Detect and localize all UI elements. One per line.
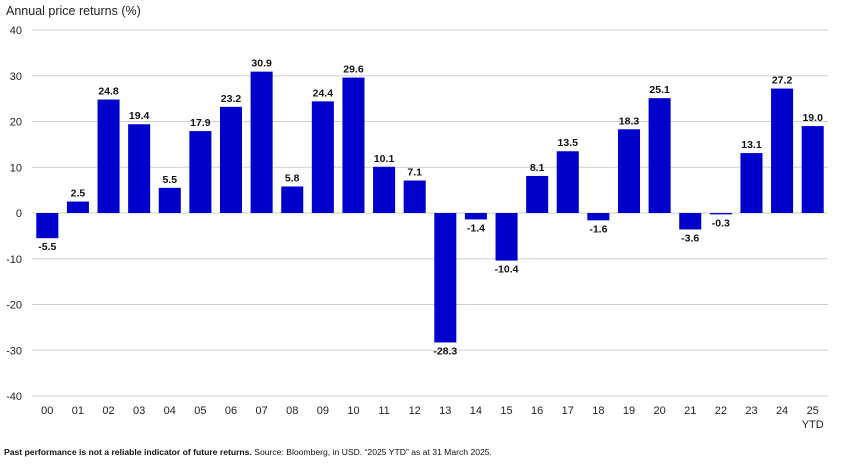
x-tick-label: 16	[531, 405, 543, 417]
bar	[66, 201, 89, 213]
x-tick-label: 02	[102, 405, 114, 417]
data-label: 18.3	[619, 115, 640, 127]
y-tick-label: 30	[10, 71, 22, 83]
x-tick-label: 12	[409, 405, 421, 417]
bar	[97, 99, 120, 213]
data-label: -1.6	[589, 223, 607, 235]
bar	[373, 166, 396, 213]
data-label: 8.1	[530, 162, 545, 174]
x-tick-label: 19	[623, 405, 635, 417]
y-tick-label: 40	[10, 25, 22, 37]
x-tick-label: 14	[470, 405, 482, 417]
data-label: -3.6	[681, 232, 699, 244]
x-tick-sublabel: YTD	[802, 419, 824, 431]
x-tick-label: 22	[715, 405, 727, 417]
bar	[556, 151, 579, 213]
data-label: 19.0	[802, 112, 823, 124]
data-label: 29.6	[343, 64, 364, 76]
bar	[587, 213, 610, 221]
x-tick-label: 05	[194, 405, 206, 417]
data-label: 23.2	[221, 93, 242, 105]
bar	[189, 131, 212, 213]
y-tick-label: 0	[16, 208, 22, 220]
bar	[281, 186, 304, 213]
x-tick-label: 00	[41, 405, 53, 417]
y-axis-title: Annual price returns (%)	[6, 4, 141, 18]
bar	[801, 126, 824, 213]
bar	[771, 88, 794, 213]
bar	[403, 180, 426, 213]
bar	[434, 213, 457, 343]
data-label: 7.1	[407, 167, 422, 179]
y-tick-label: -30	[6, 345, 22, 357]
bar	[311, 101, 334, 213]
data-label: -5.5	[38, 241, 56, 253]
x-tick-label: 17	[562, 405, 574, 417]
x-tick-label: 01	[72, 405, 84, 417]
bar	[740, 153, 763, 213]
footnote-disclaimer: Past performance is not a reliable indic…	[4, 447, 252, 457]
bar	[617, 129, 641, 213]
bar	[219, 106, 243, 213]
x-tick-label: 18	[592, 405, 604, 417]
data-label: -1.4	[467, 222, 485, 234]
x-tick-label: 21	[684, 405, 696, 417]
y-tick-label: -20	[6, 300, 22, 312]
data-label: 13.1	[741, 139, 762, 151]
bar	[342, 77, 365, 213]
data-label: -0.3	[712, 217, 730, 229]
x-tick-label: 23	[745, 405, 757, 417]
x-tick-label: 09	[317, 405, 329, 417]
y-tick-label: 20	[10, 117, 22, 129]
data-label: 25.1	[649, 84, 670, 96]
bar	[679, 213, 702, 230]
footnote: Past performance is not a reliable indic…	[4, 447, 492, 457]
footnote-source: Source: Bloomberg, in USD. “2025 YTD” as…	[251, 447, 492, 457]
x-tick-label: 25	[807, 405, 819, 417]
data-label: 27.2	[772, 75, 793, 87]
data-label: 10.1	[374, 153, 395, 165]
x-tick-label: 08	[286, 405, 298, 417]
data-label: 24.8	[98, 86, 119, 98]
bar	[648, 98, 671, 213]
x-tick-label: 20	[653, 405, 665, 417]
y-tick-label: -10	[6, 254, 22, 266]
x-tick-label: 15	[500, 405, 512, 417]
y-tick-label: -40	[6, 391, 22, 403]
data-label: 5.8	[285, 172, 300, 184]
x-tick-label: 03	[133, 405, 145, 417]
x-tick-label: 06	[225, 405, 237, 417]
data-label: 5.5	[162, 174, 177, 186]
x-tick-label: 24	[776, 405, 788, 417]
data-label: 24.4	[313, 87, 334, 99]
x-tick-label: 10	[347, 405, 359, 417]
bar	[158, 187, 181, 213]
bar	[709, 213, 732, 215]
x-tick-label: 04	[164, 405, 176, 417]
y-tick-label: 10	[10, 162, 22, 174]
bar	[526, 175, 549, 213]
data-label: 13.5	[558, 137, 579, 149]
bar	[250, 71, 273, 213]
bar	[464, 213, 487, 220]
x-tick-label: 13	[439, 405, 451, 417]
bar	[495, 213, 518, 261]
x-tick-label: 07	[255, 405, 267, 417]
data-label: 19.4	[129, 110, 150, 122]
data-label: -28.3	[433, 345, 457, 357]
x-tick-label: 11	[378, 405, 389, 417]
bar	[128, 124, 151, 213]
data-label: 2.5	[71, 188, 86, 200]
data-label: 30.9	[251, 58, 272, 70]
bar	[36, 213, 59, 239]
data-label: 17.9	[190, 117, 211, 129]
data-label: -10.4	[495, 264, 519, 276]
